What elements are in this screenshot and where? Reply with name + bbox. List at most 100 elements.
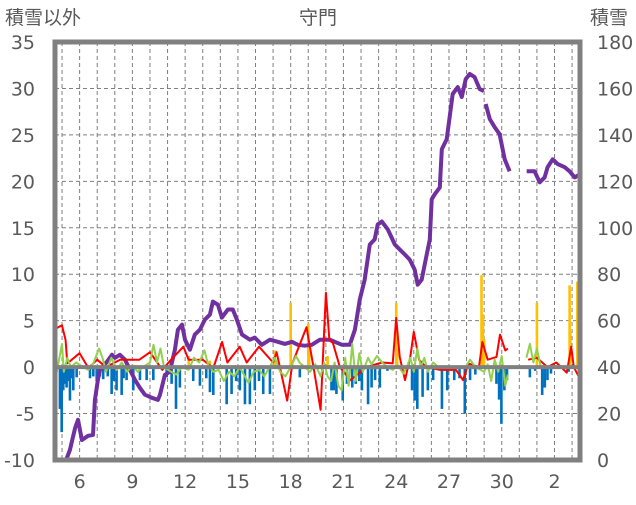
bar-3-24 bbox=[145, 367, 148, 381]
bar-3-72 bbox=[468, 367, 472, 381]
left-tick-label: 0 bbox=[23, 357, 35, 379]
bar-3-81 bbox=[540, 367, 544, 395]
bar-3-14 bbox=[101, 367, 105, 380]
x-tick-label: 30 bbox=[490, 471, 514, 493]
bar-3-71 bbox=[463, 367, 467, 414]
right-tick-label: 60 bbox=[597, 311, 621, 333]
bar-3-34 bbox=[211, 367, 215, 395]
bar-3-78 bbox=[505, 367, 509, 381]
right-tick-label: 180 bbox=[597, 32, 633, 54]
left-tick-label: 10 bbox=[11, 264, 35, 286]
bar-3-21 bbox=[125, 367, 128, 381]
tick-labels: -10 -5 0 5 10 15 20 25 30 35 0 20 40 60 80 100 120 140 160… bbox=[4, 32, 633, 493]
bar-4-6 bbox=[326, 355, 329, 368]
plot-frame bbox=[52, 39, 583, 463]
right-tick-label: 0 bbox=[597, 450, 609, 472]
bar-3-74 bbox=[495, 367, 498, 384]
bar-3-68 bbox=[445, 367, 449, 391]
right-axis-title: 積雪 bbox=[590, 7, 628, 29]
right-tick-label: 160 bbox=[597, 78, 633, 100]
chart-title: 守門 bbox=[299, 7, 337, 29]
x-tick-label: 6 bbox=[74, 471, 86, 493]
bar-3-12 bbox=[95, 367, 98, 382]
bar-3-1 bbox=[60, 367, 63, 433]
bars bbox=[58, 275, 579, 433]
left-axis-title: 積雪以外 bbox=[5, 7, 81, 29]
bar-4-8 bbox=[395, 348, 399, 368]
right-tick-label: 20 bbox=[597, 404, 621, 426]
bar-3-41 bbox=[253, 367, 257, 391]
bar-3-20 bbox=[122, 367, 125, 379]
bar-3-57 bbox=[370, 367, 373, 388]
left-tick-label: 15 bbox=[11, 218, 35, 240]
plot-border bbox=[52, 39, 583, 463]
bar-3-65 bbox=[426, 367, 430, 391]
x-tick-label: 18 bbox=[279, 471, 303, 493]
bar-4-1 bbox=[208, 360, 212, 368]
bar-3-9 bbox=[75, 367, 78, 378]
bar-3-0 bbox=[58, 367, 62, 409]
x-tick-label: 27 bbox=[437, 471, 461, 493]
bar-3-40 bbox=[248, 367, 252, 405]
bar-4-7 bbox=[394, 303, 398, 368]
bar-3-42 bbox=[257, 367, 261, 382]
x-tick-label: 12 bbox=[173, 471, 197, 493]
bar-3-27 bbox=[170, 367, 173, 384]
left-tick-label: -5 bbox=[16, 404, 35, 426]
bar-3-8 bbox=[71, 367, 75, 391]
bar-3-7 bbox=[70, 367, 74, 379]
bar-3-70 bbox=[458, 367, 461, 379]
bar-3-82 bbox=[543, 367, 547, 388]
bar-3-79 bbox=[528, 367, 532, 378]
right-tick-label: 120 bbox=[597, 171, 633, 193]
bar-3-4 bbox=[65, 367, 68, 388]
x-tick-label: 2 bbox=[548, 471, 560, 493]
bar-3-85 bbox=[567, 367, 570, 372]
left-tick-label: 5 bbox=[23, 311, 35, 333]
bar-4-9 bbox=[480, 275, 483, 368]
bar-4-11 bbox=[482, 339, 486, 368]
bar-3-66 bbox=[431, 367, 435, 381]
bar-3-63 bbox=[416, 367, 419, 409]
x-tick-label: 24 bbox=[384, 471, 408, 493]
bar-3-38 bbox=[238, 367, 242, 391]
bar-3-45 bbox=[298, 367, 302, 378]
bar-3-36 bbox=[230, 367, 233, 395]
bar-3-76 bbox=[500, 367, 503, 424]
x-tick-label: 9 bbox=[126, 471, 138, 493]
bar-3-52 bbox=[350, 367, 354, 388]
bar-3-62 bbox=[413, 367, 416, 401]
bar-3-33 bbox=[208, 367, 212, 393]
left-tick-label: 30 bbox=[11, 78, 35, 100]
bar-3-59 bbox=[378, 367, 382, 388]
bar-4-12 bbox=[535, 303, 539, 368]
bar-3-44 bbox=[268, 367, 272, 395]
bar-4-5 bbox=[307, 343, 311, 368]
left-tick-label: 20 bbox=[11, 171, 35, 193]
bar-3-84 bbox=[549, 367, 553, 374]
bar-3-75 bbox=[497, 367, 501, 400]
bar-3-19 bbox=[120, 367, 123, 395]
x-tick-label: 21 bbox=[331, 471, 355, 493]
bar-3-64 bbox=[421, 367, 424, 397]
bar-3-31 bbox=[198, 367, 202, 386]
bar-3-25 bbox=[152, 367, 155, 381]
bar-3-18 bbox=[115, 367, 118, 391]
bar-3-56 bbox=[366, 367, 370, 405]
bar-3-2 bbox=[61, 367, 65, 391]
left-tick-label: 35 bbox=[11, 32, 35, 54]
bar-3-39 bbox=[243, 367, 247, 405]
bar-3-67 bbox=[440, 367, 444, 409]
left-tick-label: -10 bbox=[4, 450, 35, 472]
bar-3-5 bbox=[67, 367, 70, 382]
bar-3-30 bbox=[191, 367, 195, 382]
bar-3-32 bbox=[204, 367, 208, 379]
right-tick-label: 40 bbox=[597, 357, 621, 379]
bar-3-10 bbox=[88, 367, 92, 379]
bar-3-15 bbox=[106, 367, 110, 377]
bar-3-16 bbox=[110, 367, 113, 395]
bar-3-23 bbox=[138, 367, 142, 381]
bar-3-61 bbox=[410, 367, 414, 391]
right-tick-label: 100 bbox=[597, 218, 633, 240]
